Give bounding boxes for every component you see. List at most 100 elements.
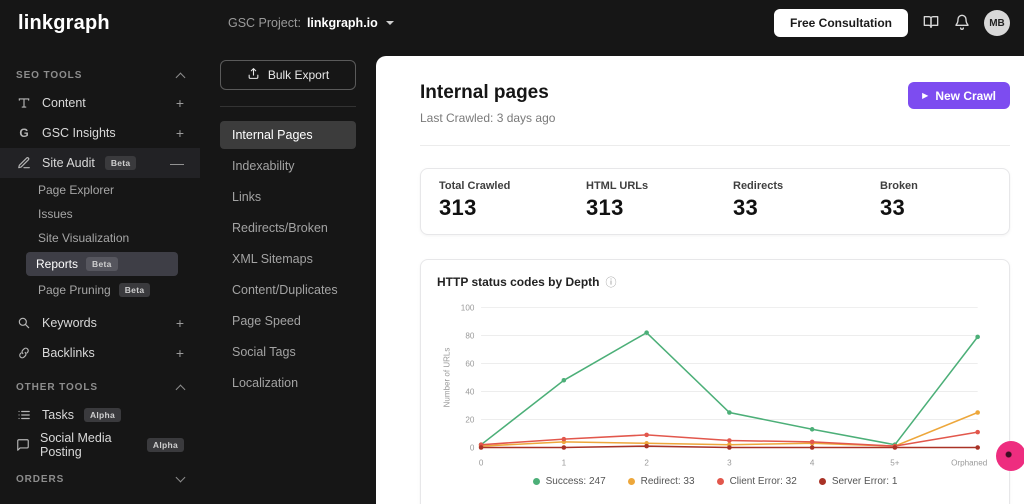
svg-text:0: 0	[479, 459, 484, 468]
sidebar-subitem-page-pruning[interactable]: Page Pruning Beta	[0, 278, 200, 302]
sidebar-subitem-issues[interactable]: Issues	[0, 202, 200, 226]
chevron-up-icon	[175, 72, 186, 82]
subitem-label: Reports	[36, 257, 79, 271]
depth-line-chart: 0 20 40 60 80 100 0 1 2 3 4 5+ Orphaned Number of URL…	[442, 303, 987, 468]
plus-icon[interactable]: +	[175, 345, 184, 361]
stat-value: 33	[733, 195, 759, 220]
main-panel: Internal pages Last Crawled: 3 days ago …	[376, 56, 1024, 504]
section-orders[interactable]: ORDERS	[0, 466, 200, 492]
subnav-item-links[interactable]: Links	[232, 190, 262, 204]
sidebar-item-label: Content	[42, 96, 86, 110]
svg-text:100: 100	[461, 303, 475, 312]
docs-button[interactable]	[922, 14, 940, 33]
legend-label: Server Error: 1	[831, 476, 898, 487]
sidebar-subitem-page-explorer[interactable]: Page Explorer	[0, 178, 200, 202]
stat-html-urls: HTML URLs 313	[568, 180, 715, 221]
chart-title-text: HTTP status codes by Depth	[437, 275, 600, 289]
gsc-project-selector[interactable]: GSC Project: linkgraph.io	[200, 16, 394, 30]
bulk-export-label: Bulk Export	[267, 68, 330, 82]
subnav-item-xml-sitemaps[interactable]: XML Sitemaps	[232, 252, 313, 266]
stat-value: 33	[880, 195, 906, 220]
new-crawl-label: New Crawl	[935, 88, 996, 103]
legend-label: Client Error: 32	[729, 476, 797, 487]
subitem-label: Page Pruning	[38, 283, 111, 297]
free-consultation-button[interactable]: Free Consultation	[773, 9, 908, 37]
svg-text:Orphaned: Orphaned	[951, 459, 987, 468]
legend-label: Redirect: 33	[640, 476, 695, 487]
beta-badge: Beta	[86, 257, 118, 271]
chart-legend: Success: 247 Redirect: 33 Client Error: …	[437, 476, 993, 487]
plus-icon[interactable]: +	[175, 125, 184, 141]
subnav-item-page-speed[interactable]: Page Speed	[232, 314, 301, 328]
sidebar-item-label: Keywords	[42, 316, 97, 330]
topbar-actions: Free Consultation MB	[773, 9, 1024, 37]
sidebar-item-gsc-insights[interactable]: G GSC Insights +	[0, 118, 200, 148]
sidebar-item-keywords[interactable]: Keywords +	[0, 308, 200, 338]
chevron-up-icon	[175, 384, 186, 394]
alpha-badge: Alpha	[83, 408, 122, 422]
legend-dot-redirect	[627, 478, 635, 485]
subnav-item-social-tags[interactable]: Social Tags	[232, 345, 296, 359]
section-label: ORDERS	[16, 473, 65, 485]
keywords-icon	[16, 316, 32, 330]
tasks-icon	[16, 408, 32, 422]
beta-badge: Beta	[104, 156, 137, 170]
plus-icon[interactable]: +	[175, 315, 184, 331]
sidebar-subitem-reports[interactable]: Reports Beta	[26, 252, 178, 276]
sidebar-item-content[interactable]: Content +	[0, 88, 200, 118]
svg-text:4: 4	[810, 459, 815, 468]
sidebar-item-site-audit[interactable]: Site Audit Beta —	[0, 148, 200, 178]
svg-text:20: 20	[465, 415, 475, 424]
svg-text:5+: 5+	[890, 459, 900, 468]
book-icon	[922, 14, 940, 33]
chart-title: HTTP status codes by Depth ⓘ	[437, 274, 993, 290]
sidebar-subitem-site-visualization[interactable]: Site Visualization	[0, 226, 200, 250]
last-crawled-text: Last Crawled: 3 days ago	[420, 111, 556, 125]
section-label: OTHER TOOLS	[16, 381, 98, 393]
sidebar-item-backlinks[interactable]: Backlinks +	[0, 338, 200, 368]
subnav-item-redirects-broken[interactable]: Redirects/Broken	[232, 221, 328, 235]
legend-client-error: Client Error: 32	[716, 476, 797, 487]
notifications-button[interactable]	[954, 14, 970, 33]
sidebar-item-social-media-posting[interactable]: Social Media Posting Alpha	[0, 430, 200, 460]
divider	[420, 145, 1010, 146]
http-status-chart-card: HTTP status codes by Depth ⓘ 0 20 40 60 80 10…	[420, 259, 1010, 504]
cursor-highlight	[996, 441, 1024, 471]
sidebar-item-tasks[interactable]: Tasks Alpha	[0, 400, 200, 430]
beta-badge: Beta	[118, 283, 151, 297]
subnav-item-internal-pages[interactable]: Internal Pages	[220, 121, 356, 149]
section-other-tools[interactable]: OTHER TOOLS	[0, 374, 200, 400]
stat-broken: Broken 33	[862, 180, 1009, 221]
sidebar-item-label: Site Audit	[42, 156, 95, 170]
svg-text:40: 40	[465, 387, 475, 396]
subnav-item-indexability[interactable]: Indexability	[232, 159, 295, 173]
sidebar-item-label: GSC Insights	[42, 126, 116, 140]
gsc-icon: G	[19, 126, 29, 140]
new-crawl-button[interactable]: ▶ New Crawl	[908, 82, 1010, 109]
legend-dot-success	[532, 478, 540, 485]
gsc-project-label: GSC Project:	[228, 16, 301, 30]
stat-value: 313	[439, 195, 477, 220]
subitem-label: Site Visualization	[38, 231, 130, 245]
section-seo-tools[interactable]: SEO TOOLS	[0, 62, 200, 88]
audit-subnav: Bulk Export Internal Pages Indexability …	[200, 46, 376, 504]
collapse-minus-icon[interactable]: —	[170, 155, 184, 171]
avatar[interactable]: MB	[984, 10, 1010, 36]
subnav-item-localization[interactable]: Localization	[232, 376, 299, 390]
legend-server-error: Server Error: 1	[818, 476, 898, 487]
stat-total-crawled: Total Crawled 313	[421, 180, 568, 221]
stat-label: Redirects	[733, 180, 784, 192]
subitem-label: Issues	[38, 207, 73, 221]
main-header: Internal pages Last Crawled: 3 days ago …	[420, 82, 1010, 125]
crawl-stats-card: Total Crawled 313 HTML URLs 313 Redirect…	[420, 168, 1010, 235]
divider	[220, 106, 356, 107]
info-icon[interactable]: ⓘ	[605, 277, 617, 289]
stat-label: Total Crawled	[439, 180, 511, 192]
bulk-export-button[interactable]: Bulk Export	[220, 60, 356, 90]
chevron-down-icon	[175, 472, 186, 483]
sidebar-item-label: Social Media Posting	[40, 431, 112, 459]
plus-icon[interactable]: +	[175, 95, 184, 111]
legend-label: Success: 247	[545, 476, 606, 487]
subnav-item-content-duplicates[interactable]: Content/Duplicates	[232, 283, 338, 297]
